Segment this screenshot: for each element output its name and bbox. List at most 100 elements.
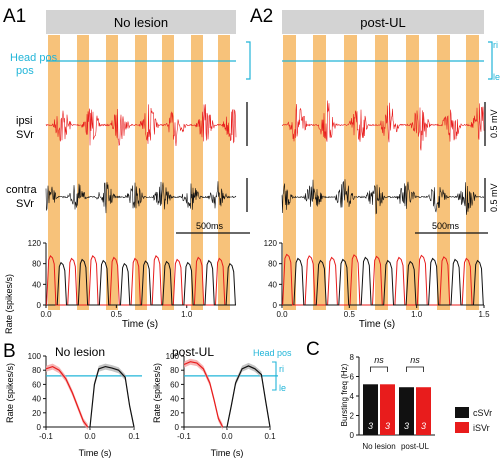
y-tick-label: 8 (350, 353, 355, 362)
sig-label: ns (410, 355, 420, 365)
ipsi-spike-line-a2 (281, 100, 485, 151)
stance-band-a1-4 (162, 35, 174, 310)
bar-n-label: 3 (404, 421, 409, 431)
title-bar-a1 (46, 10, 236, 34)
ipsi-trace-a2 (281, 100, 485, 151)
panel-b-post-ul: post-UL Rate (spikes/s) Time (s) -0.1 0.0… (152, 345, 278, 458)
x-tick-label: -0.1 (39, 432, 53, 441)
panel-label-c: C (306, 339, 320, 360)
panel-c-ylabel: Bursting freq (Hz) (340, 363, 349, 426)
y-tick-label: 4 (350, 392, 355, 401)
x-tick-label: 1.0 (411, 310, 423, 319)
x-tick-label: 0.5 (344, 310, 356, 319)
ipsi-trace-a1 (45, 104, 237, 147)
x-tick-label: 1.5 (478, 310, 490, 319)
stance-bands (48, 35, 479, 310)
rate-series-line (46, 255, 226, 306)
y-tick-label: 0 (37, 423, 42, 432)
panel-b-no-lesion: No lesion Rate (spikes/s) Time (s) -0.1 0… (5, 345, 142, 458)
y-tick-label: 2 (350, 412, 355, 421)
y-tick-label: 80 (268, 260, 277, 269)
bar-iSVr (416, 387, 431, 435)
rate-plot-a2-xlabel: Time (s) (359, 319, 395, 330)
condition-label-a1: No lesion (114, 15, 168, 30)
x-tick-label: 0.0 (276, 310, 288, 319)
stance-band-a2-0 (283, 35, 296, 310)
contra-label-2: SVr (16, 198, 34, 210)
panel-b-head-pos-label: Head pos (253, 348, 292, 358)
head-pos-label-2: pos (16, 65, 34, 77)
y-tick-label: 6 (350, 373, 355, 382)
head-pos-label: Head pos (10, 52, 58, 64)
bar-n-label: 3 (385, 421, 390, 431)
x-tick-label: 0.0 (221, 432, 233, 441)
x-tick-label: -0.1 (177, 432, 191, 441)
sem-band (46, 363, 88, 430)
rate-series-line (56, 258, 236, 306)
rate-plot-a1-ylabel: Rate (spikes/s) (4, 274, 14, 334)
y-tick-label: 20 (170, 409, 179, 418)
y-tick-label: 0 (37, 301, 42, 310)
time-scale-label-a1: 500ms (196, 221, 224, 231)
x-tick-label: 0.1 (128, 432, 140, 441)
legend-swatch-cSVr (455, 407, 469, 418)
rate-plot-a1-xlabel: Time (s) (122, 319, 158, 330)
y-tick-label: 80 (170, 366, 179, 375)
bar-cSVr (399, 387, 414, 435)
rate-series-line (282, 253, 473, 306)
y-tick-label: 100 (166, 352, 180, 361)
mean-rate-line (183, 361, 224, 428)
mean-rate-line (226, 365, 271, 428)
head-pos-ri-label: ri (493, 40, 498, 50)
stance-band-a2-2 (344, 35, 357, 310)
condition-label-a2: post-UL (360, 15, 406, 30)
rate-plot-a1: Rate (spikes/s) Time (s) 0.0 0.5 1.0 0 40 80 1… (4, 239, 236, 334)
y-tick-label: 60 (170, 380, 179, 389)
rate-series-line (293, 256, 484, 306)
y-tick-label: 20 (32, 409, 41, 418)
contra-trace-a1 (45, 181, 237, 214)
bar-iSVr (380, 384, 395, 435)
ipsi-label: ipsi (16, 115, 33, 127)
legend-label-cSVr: cSVr (473, 408, 492, 418)
head-pos-le-label: le (493, 72, 500, 82)
stance-band-a1-0 (48, 35, 60, 310)
stance-band-a1-3 (135, 35, 147, 310)
time-scale-label-a2: 500ms (432, 221, 460, 231)
panel-label-a1: A1 (3, 6, 26, 27)
stance-band-a1-2 (106, 35, 118, 310)
legend-swatch-iSVr (455, 422, 469, 433)
rate-plot-a2: Time (s) 0.0 0.5 1.0 1.5 0 40 80 120 (264, 239, 490, 330)
bar-n-label: 3 (368, 421, 373, 431)
title-bar-a2 (282, 10, 484, 34)
bar-cSVr (363, 384, 378, 435)
head-pos-bracket-a1 (246, 41, 251, 80)
group-label: post-UL (401, 442, 430, 451)
y-tick-label: 40 (268, 280, 277, 289)
stance-band-a1-5 (191, 35, 203, 310)
panel-label-a2: A2 (250, 6, 273, 27)
panel-c-bar-chart: Bursting freq (Hz) 0 2 4 6 8 3 3 No lesion ns 3 3 p… (340, 353, 492, 451)
mean-rate-line (45, 365, 89, 428)
panel-b-no-lesion-ylabel: Rate (spikes/s) (5, 363, 15, 423)
sig-label: ns (374, 355, 384, 365)
y-tick-label: 40 (32, 395, 41, 404)
stance-band-a2-6 (466, 35, 479, 310)
y-tick-label: 0 (175, 423, 180, 432)
y-tick-label: 60 (32, 380, 41, 389)
stance-band-a1-6 (218, 35, 230, 310)
stance-band-a2-5 (437, 35, 450, 310)
panel-b-post-ul-xlabel: Time (s) (211, 448, 244, 458)
stance-band-a2-1 (313, 35, 326, 310)
stance-band-a2-3 (375, 35, 388, 310)
y-tick-label: 80 (32, 366, 41, 375)
stance-band-a2-4 (406, 35, 419, 310)
legend-label-iSVr: iSVr (473, 423, 490, 433)
panel-b-ri-label: ri (279, 364, 284, 374)
x-tick-label: 0.5 (111, 310, 123, 319)
sig-bracket (370, 366, 388, 372)
contra-trace-a2 (281, 179, 485, 215)
panel-b-no-lesion-title: No lesion (55, 345, 105, 359)
y-tick-label: 80 (32, 260, 41, 269)
